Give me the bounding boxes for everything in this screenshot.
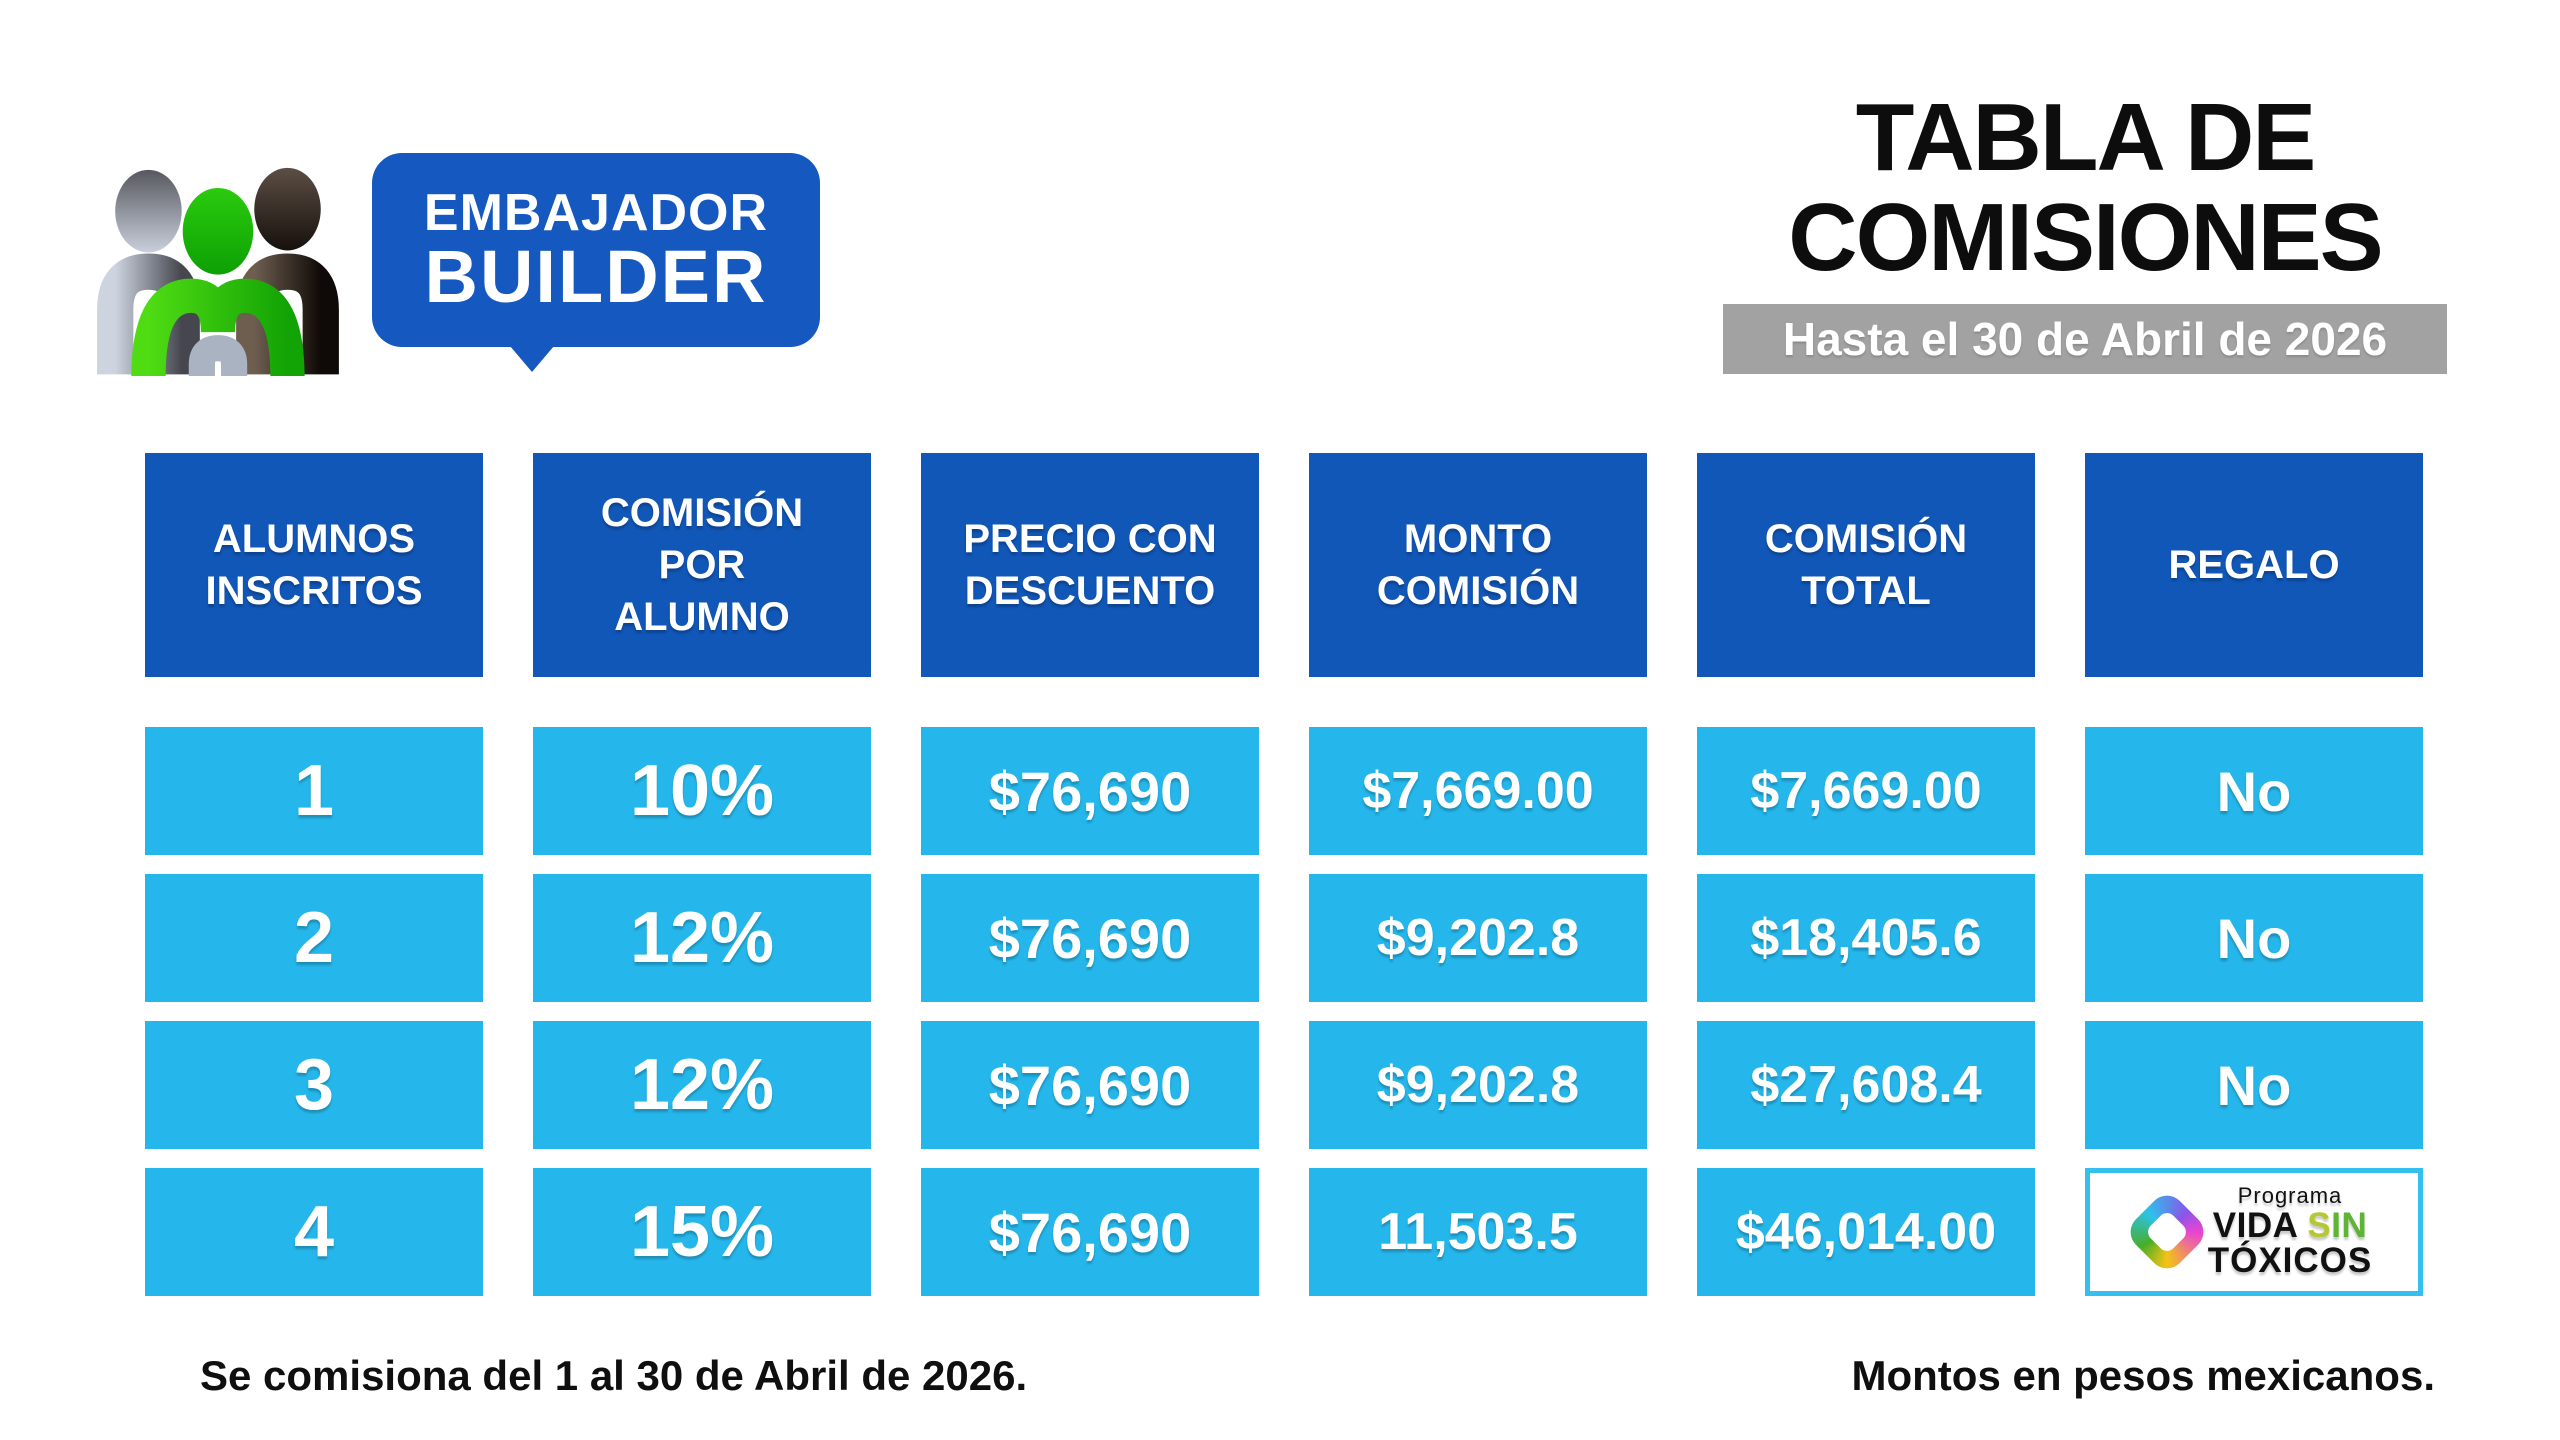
- cell-alumnos-r4: 4: [145, 1168, 483, 1296]
- cell-comision-r4: 15%: [533, 1168, 871, 1296]
- col-header-monto-comision: MONTO COMISIÓN: [1309, 453, 1647, 677]
- cell-precio-r3: $76,690: [921, 1021, 1259, 1149]
- cell-regalo-r3: No: [2085, 1021, 2423, 1149]
- cell-total-r3: $27,608.4: [1697, 1021, 2035, 1149]
- col-header-regalo: REGALO: [2085, 453, 2423, 677]
- cell-monto-r4: 11,503.5: [1309, 1168, 1647, 1296]
- cell-monto-r1: $7,669.00: [1309, 727, 1647, 855]
- cell-regalo-r1: No: [2085, 727, 2423, 855]
- cell-alumnos-r1: 1: [145, 727, 483, 855]
- col-header-precio-con-descuento: PRECIO CON DESCUENTO: [921, 453, 1259, 677]
- col-header-comision-total: COMISIÓN TOTAL: [1697, 453, 2035, 677]
- validity-banner: Hasta el 30 de Abril de 2026: [1723, 303, 2447, 374]
- vida-sin-toxicos-diamond-icon: [2122, 1188, 2211, 1276]
- note-commission-period: Se comisiona del 1 al 30 de Abril de 202…: [200, 1352, 1028, 1399]
- cell-regalo-r4-vida-sin-toxicos: Programa VIDA SIN TÓXICOS: [2085, 1168, 2423, 1296]
- cell-comision-r3: 12%: [533, 1021, 871, 1149]
- cell-alumnos-r2: 2: [145, 874, 483, 1002]
- col-header-comision-por-alumno: COMISIÓN POR ALUMNO: [533, 453, 871, 677]
- page-title: TABLA DE COMISIONES: [1788, 84, 2383, 291]
- cell-comision-r1: 10%: [533, 727, 871, 855]
- vst-vida-label: VIDA: [2212, 1205, 2299, 1245]
- cell-total-r2: $18,405.6: [1697, 874, 2035, 1002]
- people-logo-icon: [97, 167, 339, 376]
- cell-monto-r3: $9,202.8: [1309, 1021, 1647, 1149]
- cell-precio-r1: $76,690: [921, 727, 1259, 855]
- vst-sin-label: SIN: [2307, 1205, 2368, 1245]
- title-block: TABLA DE COMISIONES Hasta el 30 de Abril…: [1723, 88, 2447, 374]
- cell-total-r1: $7,669.00: [1697, 727, 2035, 855]
- cell-regalo-r2: No: [2085, 874, 2423, 1002]
- cell-comision-r2: 12%: [533, 874, 871, 1002]
- cell-monto-r2: $9,202.8: [1309, 874, 1647, 1002]
- badge-line2: BUILDER: [424, 235, 768, 319]
- vst-programa-label: Programa: [2237, 1183, 2343, 1209]
- brand-badge: EMBAJADOR BUILDER: [372, 153, 820, 372]
- cell-total-r4: $46,014.00: [1697, 1168, 2035, 1296]
- vst-vida-sin-line: VIDA SIN: [2212, 1205, 2368, 1245]
- cell-alumnos-r3: 3: [145, 1021, 483, 1149]
- cell-precio-r4: $76,690: [921, 1168, 1259, 1296]
- vida-sin-toxicos-text: Programa VIDA SIN TÓXICOS: [2207, 1183, 2373, 1281]
- cell-precio-r2: $76,690: [921, 874, 1259, 1002]
- badge-line1: EMBAJADOR: [423, 183, 769, 242]
- table-body: 1 10% $76,690 $7,669.00 $7,669.00 No 2 1…: [145, 727, 2423, 1296]
- table-header-row: ALUMNOS INSCRITOS COMISIÓN POR ALUMNO PR…: [145, 453, 2423, 677]
- note-currency: Montos en pesos mexicanos.: [1851, 1352, 2436, 1399]
- col-header-alumnos-inscritos: ALUMNOS INSCRITOS: [145, 453, 483, 677]
- vida-sin-toxicos-logo: Programa VIDA SIN TÓXICOS: [2122, 1183, 2373, 1281]
- vst-toxicos-label: TÓXICOS: [2207, 1241, 2373, 1281]
